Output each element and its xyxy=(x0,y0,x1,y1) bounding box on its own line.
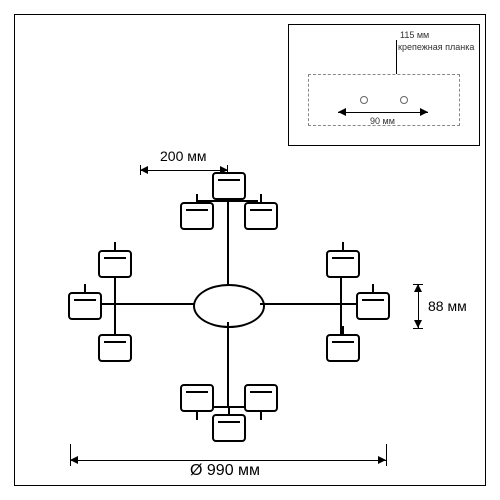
dim-arm-arrow-l xyxy=(140,166,148,174)
shade xyxy=(244,384,278,412)
arm-left xyxy=(95,303,195,305)
shade xyxy=(356,292,390,320)
dim-diam-arrow-l xyxy=(70,456,78,464)
mount-hole-right xyxy=(400,96,408,104)
arm-right xyxy=(260,303,360,305)
dim-height-arrow-d xyxy=(414,320,422,328)
shade xyxy=(180,384,214,412)
inset-dim-90-arr-r xyxy=(420,108,428,116)
inset-dim-90: 90 мм xyxy=(370,116,395,126)
mount-hole-left xyxy=(360,96,368,104)
shade xyxy=(326,250,360,278)
dim-height-arrow-u xyxy=(414,284,422,292)
inset-leader xyxy=(396,40,397,74)
shade xyxy=(180,202,214,230)
shade xyxy=(326,334,360,362)
arm-down xyxy=(227,322,229,408)
shade xyxy=(244,202,278,230)
shade xyxy=(212,414,246,442)
inset-caption: крепежная планка xyxy=(398,42,474,52)
arm-up xyxy=(227,200,229,286)
shade xyxy=(98,250,132,278)
inset-dim-90-arr-l xyxy=(338,108,346,116)
branch-r-v xyxy=(340,272,342,334)
dim-height-label: 88 мм xyxy=(428,298,467,314)
shade xyxy=(68,292,102,320)
shade xyxy=(212,172,246,200)
inset-dim-115: 115 мм xyxy=(400,30,429,40)
branch-l-v xyxy=(114,272,116,334)
dim-diam-arrow-r xyxy=(378,456,386,464)
dim-height-tick-b xyxy=(413,328,423,329)
dim-arm-line xyxy=(140,170,228,171)
dim-arm-label: 200 мм xyxy=(160,148,207,164)
inset-dim-90-line xyxy=(338,112,428,113)
fixture-hub xyxy=(193,284,265,328)
dim-diameter-label: Ø 990 мм xyxy=(190,462,260,480)
shade xyxy=(98,334,132,362)
dim-diameter-line xyxy=(70,460,386,461)
diagram-stage: 115 мм крепежная планка 90 мм 200 мм 88 … xyxy=(0,0,500,500)
dim-diam-tick-r xyxy=(386,444,387,466)
